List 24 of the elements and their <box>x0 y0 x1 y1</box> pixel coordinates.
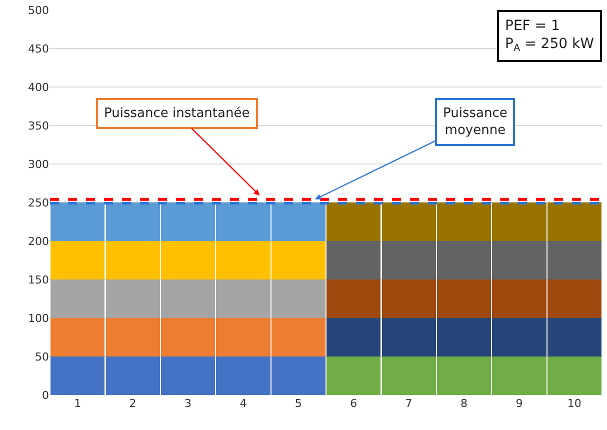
y-tick-label: 500 <box>28 4 49 17</box>
y-tick-label: 200 <box>28 234 49 248</box>
x-tick-label: 7 <box>405 397 412 410</box>
ref-line-label: Puissance instantanée <box>104 106 250 121</box>
y-tick-label: 100 <box>28 312 49 325</box>
y-tick-label: 450 <box>28 42 49 56</box>
y-tick-label: 350 <box>28 119 49 132</box>
x-tick-label: 9 <box>516 397 523 410</box>
y-tick-label: 50 <box>35 350 49 364</box>
x-tick-label: 8 <box>460 397 468 410</box>
y-tick-label: 400 <box>28 80 49 94</box>
x-tick-label: 6 <box>350 397 358 410</box>
y-tick-label: 0 <box>42 388 49 402</box>
x-tick-label: 10 <box>567 397 582 410</box>
y-tick-label: 250 <box>28 196 49 210</box>
y-tick-label: 300 <box>28 158 49 171</box>
x-tick-label: 1 <box>74 397 82 410</box>
x-tick-label: 2 <box>129 397 136 410</box>
x-tick-label: 5 <box>294 397 302 410</box>
annotation: PEF = 1 P$_{A}$ = 250 kW <box>505 18 594 54</box>
x-tick-label: 3 <box>184 397 192 410</box>
ref-line-label: Puissance moyenne <box>443 106 508 138</box>
x-tick-label: 4 <box>240 397 247 410</box>
y-tick-label: 150 <box>28 273 49 286</box>
